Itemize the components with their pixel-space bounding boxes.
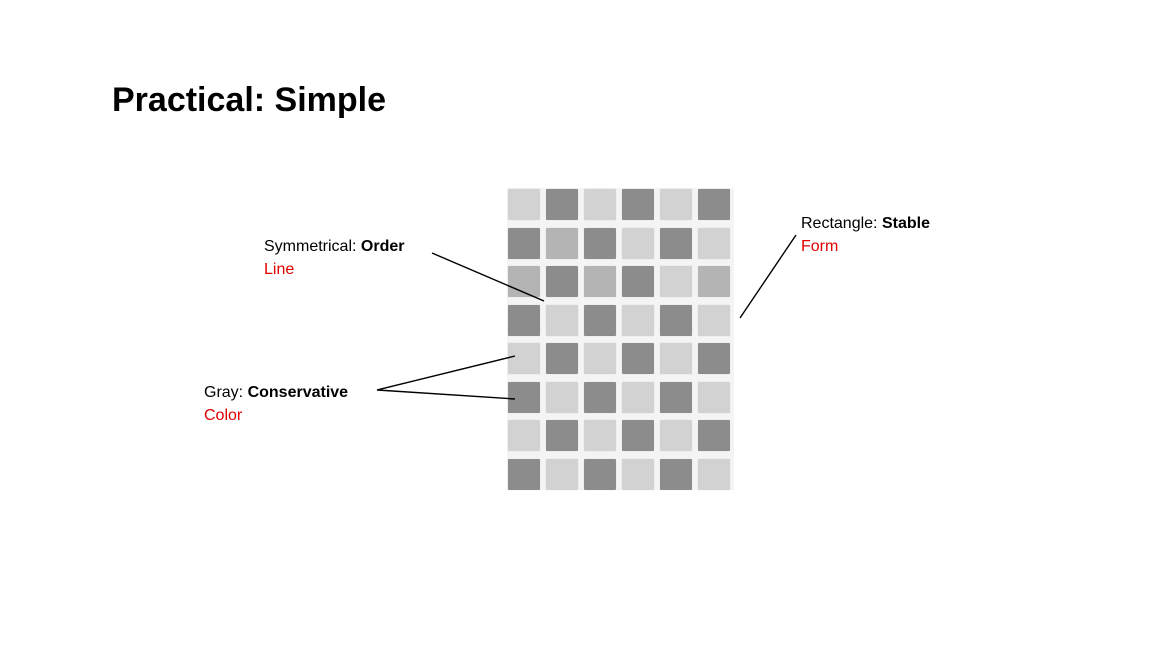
gray-tile xyxy=(698,381,730,413)
gray-tile xyxy=(546,227,578,259)
gray-tile-grid-image xyxy=(507,188,734,490)
gray-tile xyxy=(660,420,692,451)
gray-leader-line-lower xyxy=(376,389,516,400)
gray-tile xyxy=(508,304,540,336)
gray-tile xyxy=(660,304,692,336)
gray-leader-line-upper xyxy=(376,355,516,391)
gray-tile xyxy=(546,343,578,374)
gray-tile xyxy=(698,266,730,297)
gray-tile xyxy=(508,343,540,374)
rectangle-annotation: Rectangle: Stable Form xyxy=(801,212,930,258)
gray-annotation: Gray: Conservative Color xyxy=(204,381,348,427)
gray-tile xyxy=(584,304,616,336)
gray-tile xyxy=(584,420,616,451)
gray-tile xyxy=(622,227,654,259)
rectangle-category: Form xyxy=(801,238,839,255)
gray-tile xyxy=(508,458,540,490)
gray-category: Color xyxy=(204,407,243,424)
gray-tile xyxy=(546,381,578,413)
gray-tile xyxy=(546,266,578,297)
gray-tile xyxy=(584,381,616,413)
rectangle-term: Rectangle: xyxy=(801,215,878,232)
gray-tile xyxy=(508,266,540,297)
gray-tile xyxy=(584,266,616,297)
gray-tile xyxy=(660,266,692,297)
gray-tile xyxy=(698,227,730,259)
symmetrical-meaning: Order xyxy=(360,238,405,255)
gray-term: Gray: xyxy=(204,384,244,401)
gray-tile xyxy=(698,189,730,220)
gray-tile xyxy=(660,343,692,374)
gray-tile xyxy=(508,227,540,259)
symmetrical-term: Symmetrical: xyxy=(264,238,357,255)
gray-tile xyxy=(698,343,730,374)
gray-tile xyxy=(698,458,730,490)
gray-tile xyxy=(546,189,578,220)
gray-tile xyxy=(622,343,654,374)
gray-tile xyxy=(622,304,654,336)
rectangle-meaning: Stable xyxy=(881,215,930,232)
gray-tile xyxy=(660,189,692,220)
gray-tile xyxy=(660,458,692,490)
gray-tile xyxy=(622,189,654,220)
gray-tile xyxy=(584,227,616,259)
rectangle-leader-line xyxy=(739,234,797,319)
gray-tile xyxy=(622,420,654,451)
gray-tile xyxy=(698,304,730,336)
symmetrical-annotation: Symmetrical: Order Line xyxy=(264,235,404,281)
gray-tile xyxy=(622,381,654,413)
symmetrical-category: Line xyxy=(264,261,295,278)
gray-tile xyxy=(546,420,578,451)
gray-tile xyxy=(508,189,540,220)
gray-tile xyxy=(508,381,540,413)
gray-tile xyxy=(660,381,692,413)
gray-tile xyxy=(584,343,616,374)
slide-title: Practical: Simple xyxy=(112,81,387,119)
gray-tile xyxy=(584,458,616,490)
gray-tile xyxy=(622,266,654,297)
gray-tile xyxy=(546,304,578,336)
gray-tile xyxy=(584,189,616,220)
gray-tile xyxy=(508,420,540,451)
gray-tile xyxy=(546,458,578,490)
gray-tile xyxy=(660,227,692,259)
gray-tile xyxy=(698,420,730,451)
gray-meaning: Conservative xyxy=(247,384,349,401)
gray-tile xyxy=(622,458,654,490)
